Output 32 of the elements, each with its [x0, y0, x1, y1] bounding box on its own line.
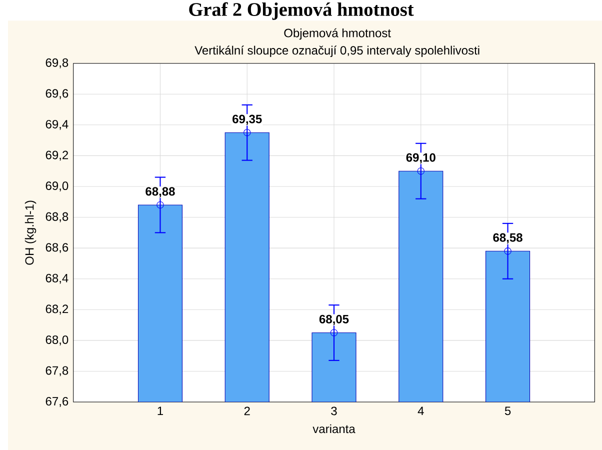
- data-label: 69,10: [406, 153, 436, 164]
- x-tick-label: 1: [158, 406, 163, 415]
- y-axis-title: OH (kg.hl-1): [24, 200, 36, 265]
- y-tick-label: 68,4: [46, 274, 68, 284]
- chart-subtitle: Objemová hmotnost: [284, 28, 391, 40]
- y-tick-label: 69,2: [46, 150, 68, 161]
- x-tick-label: 4: [418, 406, 424, 415]
- x-axis-title: varianta: [312, 424, 356, 434]
- point: [504, 248, 512, 255]
- y-tick-label: 68,0: [46, 335, 68, 346]
- y-tick-label: 68,2: [46, 304, 68, 315]
- point: [417, 167, 424, 175]
- point: [330, 329, 338, 336]
- y-tick-label: 68,8: [46, 212, 68, 222]
- data-label: 68,88: [146, 187, 175, 198]
- y-tick-label: 67,8: [46, 366, 68, 376]
- x-tick-label: 2: [244, 406, 250, 416]
- data-label: 68,05: [319, 314, 349, 326]
- x-tick-label: 3: [331, 406, 337, 416]
- y-tick-label: 69,8: [46, 58, 68, 68]
- data-label: 68,58: [493, 233, 522, 244]
- y-tick-label: 69,0: [46, 182, 68, 192]
- text: Vertikální sloupce označují 0,95 intervaly spolehlivosti: [194, 46, 480, 57]
- chart-title: Graf 2 Objemová hmotnost: [189, 2, 414, 20]
- y-tick-label: 69,6: [46, 89, 68, 100]
- y-tick-label: 69,4: [46, 120, 68, 130]
- point: [156, 201, 164, 209]
- data-label: 69,35: [232, 114, 262, 126]
- y-tick-label: 68,6: [46, 243, 68, 254]
- x-tick-label: 5: [504, 406, 511, 416]
- point: [244, 129, 251, 136]
- y-tick-label: 67,6: [46, 397, 68, 407]
